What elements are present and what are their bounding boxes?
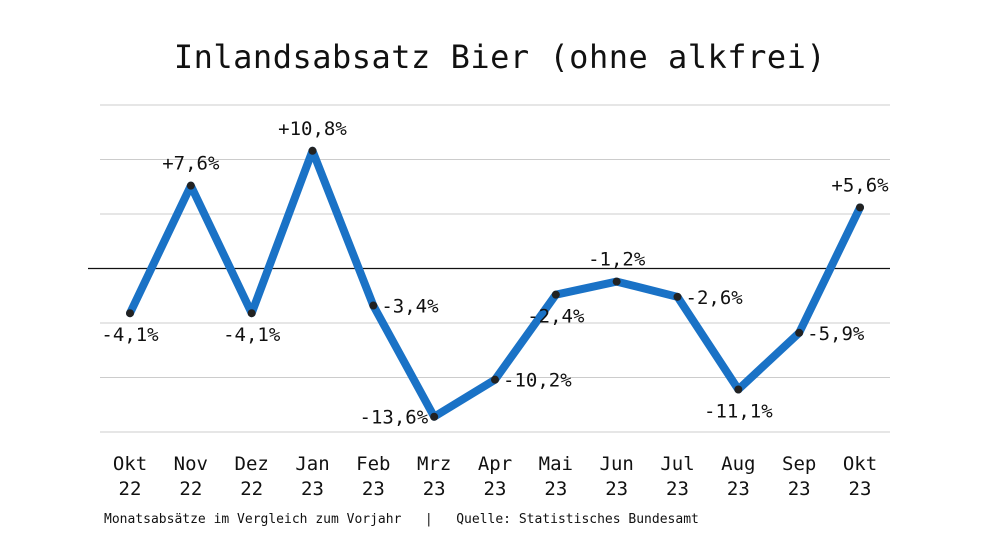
data-point xyxy=(795,328,804,337)
data-point xyxy=(126,309,134,318)
data-point xyxy=(734,385,743,394)
x-tick-year: 23 xyxy=(605,478,628,500)
data-label: +10,8% xyxy=(278,118,347,140)
x-tick-month: Okt xyxy=(843,453,877,475)
x-tick-month: Dez xyxy=(235,453,269,475)
data-point xyxy=(673,292,682,301)
data-label: -1,2% xyxy=(588,249,646,271)
data-label: +5,6% xyxy=(831,174,889,196)
data-label: -4,1% xyxy=(223,324,281,346)
data-label: -5,9% xyxy=(807,323,865,345)
data-label: -3,4% xyxy=(381,296,439,318)
x-tick-month: Mai xyxy=(539,453,573,475)
x-tick-month: Jan xyxy=(295,453,329,475)
x-tick-year: 23 xyxy=(788,478,811,500)
x-tick-year: 23 xyxy=(849,478,872,500)
data-label: -4,1% xyxy=(101,324,159,346)
data-label: -13,6% xyxy=(360,407,429,429)
x-tick-year: 23 xyxy=(727,478,750,500)
footer-source: Quelle: Statistisches Bundesamt xyxy=(456,512,699,527)
data-label: -2,6% xyxy=(686,287,744,309)
x-tick-year: 23 xyxy=(484,478,507,500)
x-tick-month: Jun xyxy=(600,453,634,475)
data-labels: -4,1% +7,6% -4,1% +10,8% -3,4% -13,6% -10,2% -2… xyxy=(101,118,889,429)
data-point xyxy=(369,301,378,310)
x-tick-month: Feb xyxy=(356,453,390,475)
x-tick-year: 22 xyxy=(240,478,263,500)
x-tick-year: 23 xyxy=(362,478,385,500)
data-point xyxy=(856,203,864,212)
data-points xyxy=(126,146,864,421)
x-tick-year: 23 xyxy=(544,478,567,500)
data-label: -11,1% xyxy=(704,400,773,422)
data-label: -2,4% xyxy=(527,306,585,328)
data-label: +7,6% xyxy=(162,153,220,175)
x-tick-year: 23 xyxy=(423,478,446,500)
x-tick-year: 23 xyxy=(666,478,689,500)
x-tick-month: Apr xyxy=(478,453,512,475)
data-label: -10,2% xyxy=(503,370,572,392)
x-tick-month: Aug xyxy=(721,453,755,475)
data-point xyxy=(308,146,317,155)
x-tick-year: 23 xyxy=(301,478,324,500)
x-tick-year: 22 xyxy=(119,478,142,500)
data-point xyxy=(430,412,439,421)
data-point xyxy=(612,277,621,286)
data-point xyxy=(186,181,195,190)
data-point xyxy=(491,375,499,384)
x-tick-labels: Okt 22 Nov 22 Dez 22 Jan 23 Feb 23 Mrz 23 Apr 23 Mai 23… xyxy=(113,453,877,500)
x-tick-month: Jul xyxy=(660,453,694,475)
x-tick-month: Sep xyxy=(782,453,816,475)
footer-separator: | xyxy=(424,512,433,527)
x-tick-month: Okt xyxy=(113,453,147,475)
data-point xyxy=(551,290,560,299)
footer-note: Monatsabsätze im Vergleich zum Vorjahr |… xyxy=(104,512,699,527)
chart-title: Inlandsabsatz Bier (ohne alkfrei) xyxy=(173,38,827,76)
data-point xyxy=(247,309,256,318)
x-tick-year: 22 xyxy=(179,478,202,500)
footer-description: Monatsabsätze im Vergleich zum Vorjahr xyxy=(104,512,402,527)
x-tick-month: Mrz xyxy=(417,453,451,475)
x-tick-month: Nov xyxy=(174,453,208,475)
